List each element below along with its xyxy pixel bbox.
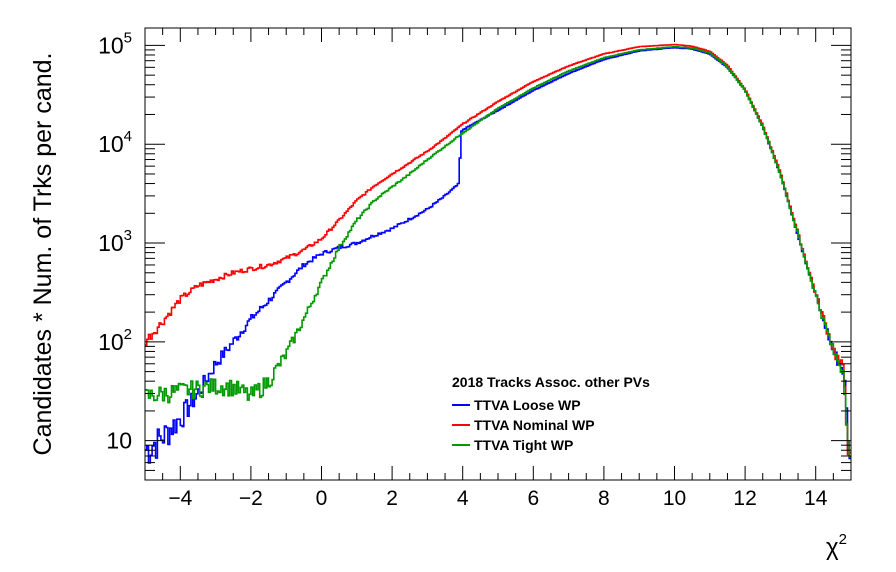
x-tick-label: 10 (663, 487, 686, 510)
legend-label-loose: TTVA Loose WP (474, 397, 581, 413)
axis-layer: −4 −2 0 2 4 6 8 10 12 14 10 102 103 104 105 (98, 28, 852, 510)
x-tick-label: −2 (239, 487, 263, 510)
x-tick-label: −4 (168, 487, 192, 510)
legend: 2018 Tracks Assoc. other PVs TTVA Loose … (452, 374, 650, 453)
x-tick-label: 2 (386, 487, 398, 510)
y-tick-label: 104 (98, 128, 132, 157)
legend-label-nominal: TTVA Nominal WP (474, 417, 595, 433)
x-tick-label: 0 (316, 487, 328, 510)
y-axis-label: Candidates * Num. of Trks per cand. (29, 53, 57, 456)
x-tick-label: 6 (527, 487, 539, 510)
x-axis-label-superscript: 2 (839, 531, 847, 548)
y-tick-label: 103 (98, 227, 132, 256)
y-tick-label: 10 (106, 428, 132, 454)
x-tick-label: 14 (804, 487, 828, 510)
x-tick-label: 8 (598, 487, 610, 510)
legend-header: 2018 Tracks Assoc. other PVs (452, 374, 650, 390)
legend-label-tight: TTVA Tight WP (474, 437, 573, 453)
y-tick-label: 102 (98, 326, 132, 355)
y-tick-label: 105 (98, 29, 132, 58)
x-tick-label: 4 (457, 487, 469, 510)
x-axis-label-symbol: χ (826, 534, 839, 561)
x-tick-label: 12 (733, 487, 756, 510)
series-layer (145, 43, 851, 464)
x-axis-label: χ2 (826, 531, 847, 561)
series-line-tight (145, 46, 851, 458)
